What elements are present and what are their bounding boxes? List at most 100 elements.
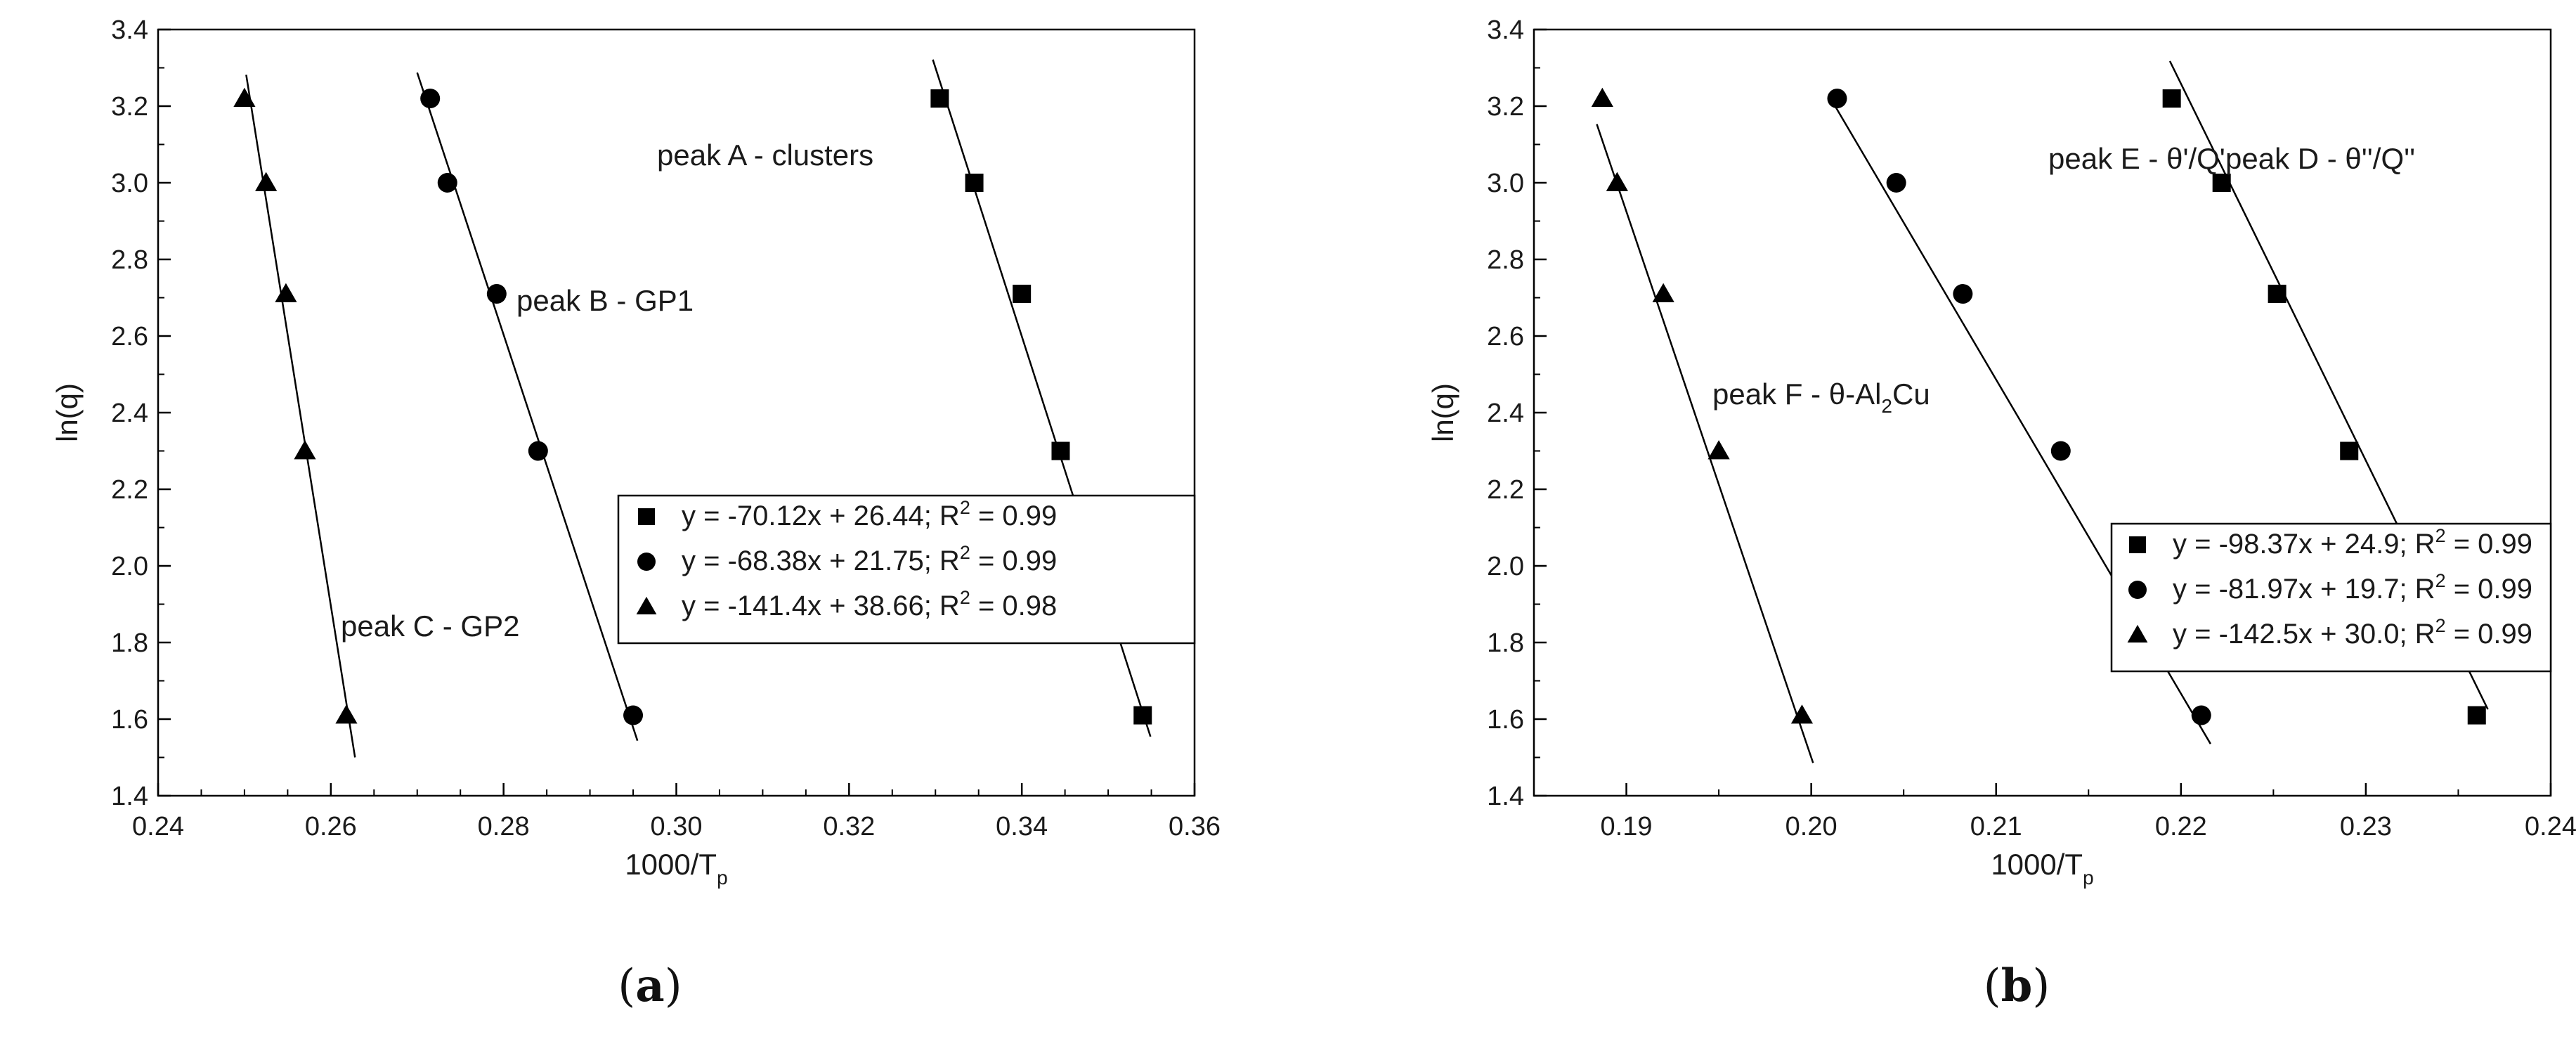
legend-r2: = 0.99 <box>970 501 1057 531</box>
x-axis-title: 1000/Tp <box>1991 848 2093 889</box>
chart-panel-a: 0.24 0.26 0.28 0.30 0.32 0.34 0.36 1.4 1.6 1.8 2.0… <box>0 0 1265 935</box>
data-point-square <box>1051 441 1070 460</box>
y-tick-label: 1.6 <box>1487 705 1524 735</box>
legend-superscript: 2 <box>960 542 970 563</box>
y-tick-label: 1.4 <box>1487 782 1524 811</box>
data-point-square <box>965 174 984 192</box>
y-axis-title: ln(q) <box>51 383 84 442</box>
fit-line <box>245 75 356 758</box>
data-point-circle <box>1953 284 1973 304</box>
legend-entry: y = -141.4x + 38.66; R2 = 0.98 <box>682 587 1057 621</box>
caption-b: (b) <box>1983 960 2050 1012</box>
x-axis: 0.24 0.26 0.28 0.30 0.32 0.34 0.36 <box>132 783 1221 841</box>
legend-superscript: 2 <box>2435 615 2446 636</box>
data-point-square <box>930 89 949 108</box>
legend-r2: = 0.99 <box>970 545 1057 576</box>
data-point-square <box>1133 706 1152 725</box>
x-tick-label: 0.24 <box>2525 812 2576 841</box>
x-tick-label: 0.26 <box>305 812 357 841</box>
peak-annotation: peak F - θ-Al2Cu <box>1712 377 1930 417</box>
legend-superscript: 2 <box>2435 525 2446 546</box>
peak-annotation: peak A - clusters <box>657 138 873 172</box>
legend-equation: y = -81.97x + 19.7; R <box>2173 574 2435 605</box>
legend-marker-triangle <box>2127 624 2148 643</box>
data-point-triangle <box>1652 283 1674 302</box>
legend-entry: y = -98.37x + 24.9; R2 = 0.99 <box>2173 525 2532 560</box>
fit-line <box>1596 124 1814 763</box>
data-point-triangle <box>1707 440 1730 460</box>
x-tick-label: 0.34 <box>996 812 1048 841</box>
legend-superscript: 2 <box>2435 570 2446 591</box>
data-point-square <box>2467 706 2486 725</box>
y-tick-label: 2.4 <box>111 399 148 428</box>
y-tick-label: 1.8 <box>111 628 148 658</box>
data-point-circle <box>528 441 548 461</box>
annotation-subscript: 2 <box>1881 395 1892 417</box>
legend-marker-square <box>2129 536 2146 553</box>
y-tick-label: 3.0 <box>1487 169 1524 198</box>
chart-panel-b: 0.19 0.20 0.21 0.22 0.23 0.24 1.4 1.6 1.8 2.0 2.2 2… <box>1286 0 2576 935</box>
data-point-triangle <box>1790 704 1814 724</box>
chart-a: 0.24 0.26 0.28 0.30 0.32 0.34 0.36 1.4 1.6 1.8 2.0… <box>51 15 1221 889</box>
y-tick-label: 1.4 <box>111 782 148 811</box>
x-axis: 0.19 0.20 0.21 0.22 0.23 0.24 <box>1533 783 2576 841</box>
series-triangle <box>1591 87 1814 763</box>
caption-a: (a) <box>618 960 682 1012</box>
data-point-circle <box>420 89 441 109</box>
x-tick-label: 0.23 <box>2340 812 2392 841</box>
legend: y = -70.12x + 26.44; R2 = 0.99y = -68.38… <box>617 494 1196 645</box>
x-tick-label: 0.28 <box>478 812 530 841</box>
data-point-triangle <box>255 172 278 191</box>
data-point-square <box>2212 174 2231 192</box>
x-axis-title-subscript: p <box>717 867 728 889</box>
data-point-triangle <box>335 704 358 724</box>
x-tick-label: 0.20 <box>1785 812 1837 841</box>
data-point-circle <box>2050 441 2071 461</box>
peak-annotation: peak D - θ''/Q'' <box>2225 142 2415 175</box>
peak-annotation: peak B - GP1 <box>516 284 694 317</box>
y-tick-label: 2.6 <box>111 322 148 351</box>
legend-equation: y = -142.5x + 30.0; R <box>2173 619 2435 650</box>
y-tick-label: 1.8 <box>1487 628 1524 658</box>
legend-box <box>2110 522 2552 673</box>
x-tick-label: 0.19 <box>1601 812 1653 841</box>
y-axis: 1.4 1.6 1.8 2.0 2.2 2.4 2.6 2.8 3.0 3.2 3.4 <box>1487 15 1547 811</box>
y-tick-label: 2.0 <box>111 552 148 581</box>
data-point-triangle <box>294 440 316 460</box>
data-point-square <box>1013 285 1032 304</box>
data-point-square <box>2340 441 2359 460</box>
y-axis: 1.4 1.6 1.8 2.0 2.2 2.4 2.6 2.8 3.0 3.2 3.4 <box>111 15 171 811</box>
data-point-square <box>2268 285 2286 304</box>
x-axis-title-subscript: p <box>2083 867 2094 889</box>
legend-marker-circle <box>2128 581 2147 599</box>
legend-marker-circle <box>637 553 656 571</box>
x-tick-label: 0.24 <box>132 812 184 841</box>
annotation-text: peak F - θ-Al <box>1712 377 1881 411</box>
x-tick-label: 0.30 <box>651 812 703 841</box>
legend-superscript: 2 <box>960 587 970 608</box>
series-triangle <box>233 75 358 758</box>
data-point-triangle <box>1606 172 1628 191</box>
y-tick-label: 2.8 <box>1487 245 1524 275</box>
legend-entry: y = -142.5x + 30.0; R2 = 0.99 <box>2173 615 2532 650</box>
x-tick-label: 0.22 <box>2155 812 2207 841</box>
data-point-square <box>2162 89 2181 108</box>
y-axis-title: ln(q) <box>1426 383 1459 442</box>
y-tick-label: 3.4 <box>1487 15 1524 45</box>
legend-entry: y = -68.38x + 21.75; R2 = 0.99 <box>682 542 1057 576</box>
series-circle <box>416 72 644 742</box>
x-tick-label: 0.21 <box>1970 812 2022 841</box>
legend-equation: y = -141.4x + 38.66; R <box>682 590 960 621</box>
x-tick-label: 0.32 <box>823 812 875 841</box>
y-tick-label: 2.4 <box>1487 399 1524 428</box>
legend-equation: y = -98.37x + 24.9; R <box>2173 529 2435 560</box>
peak-annotation: peak E - θ'/Q' <box>2048 142 2225 175</box>
data-point-circle <box>623 705 644 725</box>
y-tick-label: 2.2 <box>1487 475 1524 505</box>
x-axis-title: 1000/Tp <box>625 848 727 889</box>
y-tick-label: 2.2 <box>111 475 148 505</box>
legend-r2: = 0.98 <box>970 590 1057 621</box>
legend-equation: y = -68.38x + 21.75; R <box>682 545 960 576</box>
legend-r2: = 0.99 <box>2446 574 2532 605</box>
legend-entry: y = -81.97x + 19.7; R2 = 0.99 <box>2173 570 2532 605</box>
